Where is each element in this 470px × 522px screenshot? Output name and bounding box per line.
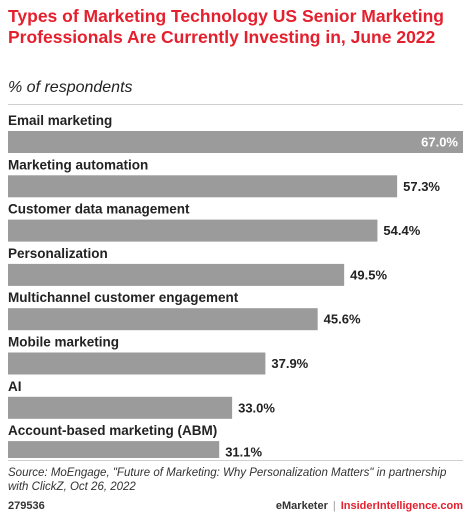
- bottom-divider: [8, 460, 463, 461]
- brand: eMarketer | InsiderIntelligence.com: [276, 500, 463, 512]
- value-label: 33.0%: [238, 400, 275, 415]
- category-label: Marketing automation: [8, 157, 148, 172]
- value-label: 31.1%: [225, 445, 262, 458]
- bar: [8, 352, 266, 375]
- category-label: Account-based marketing (ABM): [8, 423, 217, 438]
- category-label: Email marketing: [8, 113, 112, 128]
- chart-id: 279536: [8, 500, 45, 512]
- chart-subtitle: % of respondents: [8, 79, 133, 96]
- bar: [8, 308, 318, 331]
- brand-insider-intelligence[interactable]: InsiderIntelligence.com: [340, 500, 463, 512]
- top-divider: [8, 104, 463, 105]
- bar: [8, 396, 233, 419]
- bar-chart: Email marketing 67.0% Marketing automation…: [8, 113, 463, 458]
- bar: [8, 175, 398, 198]
- category-label: Customer data management: [8, 202, 190, 217]
- value-label: 49.5%: [350, 267, 387, 282]
- chart-title: Types of Marketing Technology US Senior …: [8, 6, 444, 47]
- category-label: AI: [8, 379, 22, 394]
- bar: [8, 263, 345, 286]
- category-label: Multichannel customer engagement: [8, 290, 239, 305]
- value-label: 37.9%: [271, 356, 308, 371]
- value-label: 45.6%: [324, 312, 361, 327]
- category-label: Personalization: [8, 246, 108, 261]
- bar: [8, 131, 463, 153]
- bar: [8, 441, 220, 458]
- source-note: Source: MoEngage, "Future of Marketing: …: [8, 467, 447, 493]
- value-label: 54.4%: [383, 223, 420, 238]
- brand-separator: |: [332, 500, 336, 512]
- brand-emarketer: eMarketer: [275, 500, 328, 512]
- bar: [8, 219, 378, 242]
- footer: 279536 eMarketer | InsiderIntelligence.com: [8, 500, 463, 516]
- value-label: 67.0%: [421, 135, 458, 150]
- value-label: 57.3%: [403, 179, 440, 194]
- category-label: Mobile marketing: [8, 335, 119, 350]
